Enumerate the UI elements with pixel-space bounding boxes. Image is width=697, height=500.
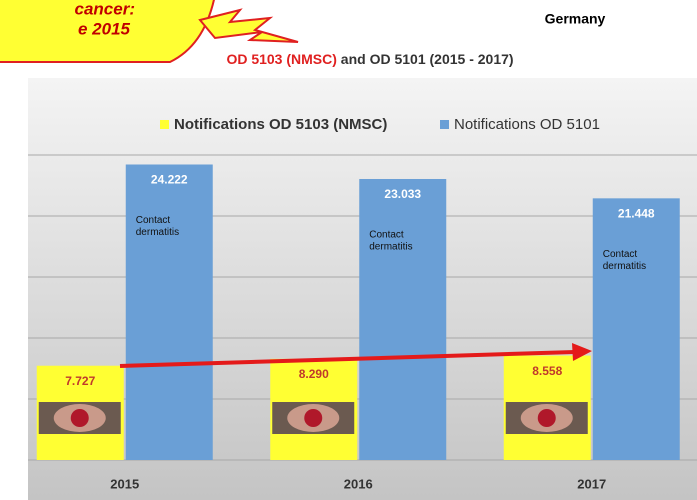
country: Germany: [545, 11, 606, 27]
bar-note: dermatitis: [369, 242, 412, 253]
callout-line: cancer:: [75, 0, 135, 18]
bar-note: Contact: [369, 230, 404, 241]
callout-line: e 2015: [78, 19, 131, 38]
skin-photo: [272, 402, 355, 434]
trend-arrowhead: [572, 343, 592, 361]
bar-note: dermatitis: [603, 261, 646, 272]
legend: Notifications OD 5103 (NMSC) Notification…: [160, 116, 600, 133]
photo-lesion: [304, 409, 323, 427]
x-tick-label: 2017: [577, 476, 606, 491]
bar-note: Contact: [136, 215, 171, 226]
legend-swatch: [160, 120, 169, 129]
skin-photo: [505, 402, 588, 434]
x-tick-label: 2015: [110, 476, 139, 491]
trend-arrow: [119, 350, 576, 368]
photo-lesion: [537, 409, 556, 427]
value-label: 8.558: [532, 364, 562, 378]
value-label: 8.290: [299, 367, 329, 381]
plot: Notifications OD 5103 (NMSC) Notification…: [28, 116, 697, 491]
bar: [125, 164, 213, 461]
value-label: 24.222: [151, 173, 188, 187]
bar: [592, 198, 680, 460]
bar-note: dermatitis: [136, 227, 179, 238]
bar-note: Contact: [603, 249, 638, 260]
legend-swatch: [440, 120, 449, 129]
skin-photo: [38, 402, 121, 434]
value-label: 21.448: [618, 207, 655, 221]
legend-label: Notifications OD 5101: [454, 116, 600, 133]
value-label: 7.727: [65, 374, 95, 388]
value-label: 23.033: [384, 187, 421, 201]
photo-lesion: [70, 409, 89, 427]
title-rest: and OD 5101 (2015 - 2017): [337, 51, 514, 67]
x-tick-label: 2016: [344, 476, 373, 491]
title-highlight: OD 5103 (NMSC): [226, 51, 336, 67]
chart-title: OD 5103 (NMSC) and OD 5101 (2015 - 2017): [226, 51, 513, 67]
legend-label: Notifications OD 5103 (NMSC): [174, 116, 387, 133]
callout: cancer: e 2015: [0, 0, 299, 63]
bar: [359, 178, 447, 460]
